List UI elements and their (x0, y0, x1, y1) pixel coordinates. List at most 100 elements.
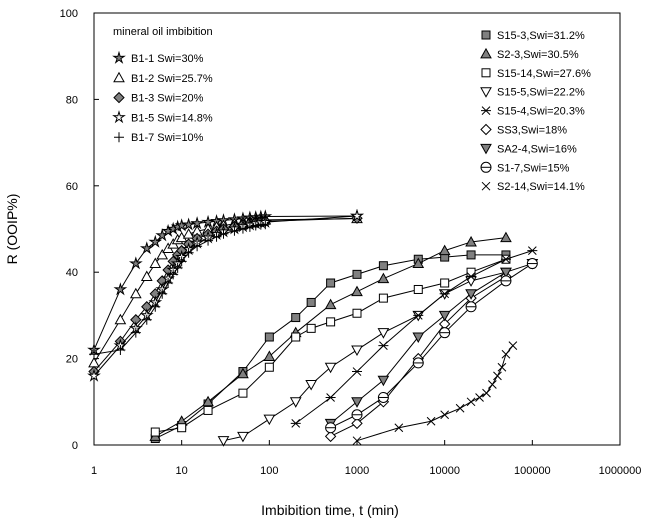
data-point-b1-2 (114, 313, 127, 325)
data-point-sa2-4 (438, 310, 451, 322)
data-point-s1-7 (439, 327, 451, 339)
data-point-b1-7 (237, 223, 248, 234)
data-point-s15-5 (289, 397, 302, 408)
data-point-b1-7 (250, 220, 261, 231)
legend-left-label: B1-3 Swi=20% (131, 93, 204, 105)
data-point-b1-1 (139, 241, 154, 255)
x-axis-title: Imbibition time, t (min) (261, 502, 399, 518)
series-s15-14 (150, 254, 511, 437)
x-tick-label: 100 (260, 465, 278, 477)
legend-marker (480, 87, 492, 98)
data-point-b1-2 (129, 287, 142, 299)
data-point-s2-14 (493, 371, 502, 381)
data-point-s15-3 (306, 297, 316, 307)
data-point-s15-3 (352, 269, 362, 279)
legend-marker (480, 143, 492, 155)
legend-marker (113, 71, 125, 83)
data-point-s15-14 (440, 278, 450, 288)
data-point-s15-14 (264, 362, 274, 372)
data-point-s15-14 (150, 427, 160, 437)
data-point-s2-14 (426, 416, 436, 426)
data-point-s2-14 (440, 410, 450, 420)
data-point-s15-14 (326, 317, 336, 327)
data-point-s15-14 (306, 323, 316, 333)
x-tick-label: 1000000 (599, 465, 642, 477)
series-line-b1-2 (93, 218, 358, 364)
y-axis-title: R (OOIP%) (4, 194, 20, 265)
data-point-sa2-4 (412, 332, 425, 344)
data-point-b1-7 (183, 247, 194, 258)
legend-marker (113, 91, 125, 104)
data-point-s1-7 (465, 301, 477, 313)
series-b1-3 (88, 212, 363, 378)
data-point-b1-7 (157, 288, 168, 299)
y-tick-label: 40 (66, 267, 78, 279)
data-point-s2-14 (466, 397, 476, 407)
legend-right-label: S15-4,Swi=20.3% (497, 106, 585, 118)
data-point-s2-3 (202, 395, 214, 407)
data-point-b1-7 (203, 235, 214, 246)
y-tick-label: 80 (66, 94, 78, 106)
legend-marker (481, 106, 491, 115)
legend-right-label: S1-7,Swi=15% (497, 162, 570, 174)
data-point-b1-1 (113, 282, 128, 296)
legend-right-label: S15-3,Swi=31.2% (497, 30, 585, 42)
data-point-s1-7 (412, 357, 424, 369)
data-point-s1-7 (325, 422, 337, 434)
legend-marker (480, 47, 492, 59)
data-point-b1-2 (182, 228, 195, 239)
data-point-s2-3 (377, 272, 390, 284)
data-point-s15-14 (413, 284, 423, 294)
legend-marker (481, 30, 491, 40)
legend-left-label: B1-1 Swi=30% (131, 53, 204, 65)
series-layer (87, 208, 539, 447)
data-point-s2-3 (237, 367, 249, 379)
series-b1-7 (89, 219, 271, 360)
x-tick-label: 1000 (345, 465, 369, 477)
data-point-b1-7 (211, 231, 222, 242)
data-point-s2-14 (501, 349, 511, 359)
data-point-s2-3 (500, 231, 512, 243)
data-point-sa2-4 (377, 375, 390, 387)
x-tick-label: 10000 (429, 465, 460, 477)
data-point-s1-7 (500, 275, 512, 287)
series-s15-5 (217, 267, 512, 447)
legend-marker (481, 68, 491, 78)
y-tick-label: 100 (60, 8, 78, 20)
data-point-b1-1 (128, 256, 143, 270)
legend-right-label: S2-3,Swi=30.5% (497, 49, 579, 61)
data-point-b1-7 (229, 225, 240, 236)
data-point-s15-4 (527, 246, 538, 255)
data-point-s15-14 (352, 308, 362, 318)
data-point-b1-7 (163, 278, 174, 288)
legend-marker (112, 50, 126, 64)
data-point-ss3 (324, 430, 337, 443)
data-point-b1-1 (181, 217, 196, 231)
legend-left: mineral oil imbibition B1-1 Swi=30% B1-2 S… (112, 26, 213, 144)
data-point-s2-14 (455, 403, 465, 413)
y-tick-label: 0 (72, 440, 78, 452)
data-point-s15-3 (291, 313, 301, 323)
data-point-s15-3 (326, 278, 336, 288)
series-s2-14 (352, 341, 518, 446)
data-point-b1-2 (156, 248, 169, 260)
legend-marker (481, 181, 491, 191)
data-point-sa2-4 (351, 397, 363, 408)
x-tick-label: 100000 (514, 465, 551, 477)
data-point-s15-4 (439, 289, 450, 299)
legend-marker (114, 132, 124, 143)
series-s2-3 (149, 231, 512, 441)
data-point-s2-14 (394, 423, 404, 433)
data-point-s15-4 (466, 272, 477, 281)
data-point-s1-7 (351, 409, 363, 421)
legend-marker (480, 161, 492, 173)
data-point-s15-4 (352, 367, 362, 376)
data-point-b1-7 (150, 301, 161, 312)
data-point-s2-3 (412, 257, 425, 269)
data-point-b1-2 (149, 257, 162, 269)
legend-right-label: S2-14,Swi=14.1% (497, 181, 585, 193)
data-point-b1-7 (130, 327, 141, 338)
legend-left-label: B1-7 Swi=10% (131, 132, 204, 144)
x-tick-label: 10 (176, 465, 188, 477)
